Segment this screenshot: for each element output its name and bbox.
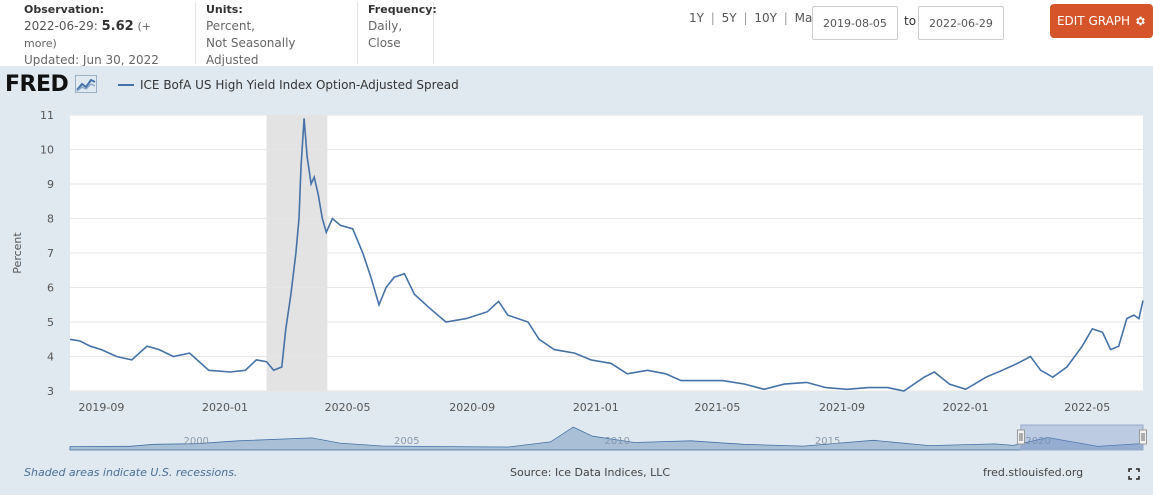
line-chart[interactable]: 3 4 5 6 7 8 9 10 11 Percent 2019-09 2020-01 2020-05 2… (0, 100, 1153, 460)
range-selector: 1Y | 5Y | 10Y | Max (689, 11, 819, 25)
range-separator: | (710, 11, 715, 25)
navigator-tick-label: 2000 (183, 436, 208, 447)
y-tick-label: 10 (40, 144, 54, 157)
chart-trend-icon (75, 75, 98, 93)
y-axis-label: Percent (11, 232, 24, 274)
edit-graph-label: EDIT GRAPH (1056, 14, 1131, 28)
navigator-tick-label: 2020 (1025, 436, 1050, 447)
x-tick-label: 2020-01 (202, 401, 248, 414)
y-tick-label: 4 (47, 351, 54, 364)
navigator-tick-label: 2010 (604, 436, 629, 447)
frequency-panel: Frequency: Daily, Close (358, 2, 437, 64)
units-line2: Not Seasonally Adjusted (206, 36, 296, 67)
units-line1: Percent, (206, 19, 255, 33)
units-panel: Units: Percent, Not Seasonally Adjusted (196, 2, 358, 67)
chart-legend: ICE BofA US High Yield Index Option-Adju… (118, 78, 459, 92)
fred-logo: FRED (5, 72, 98, 97)
updated-date: Updated: Jun 30, 2022 (24, 53, 159, 67)
x-tick-label: 2021-01 (573, 401, 619, 414)
fullscreen-icon[interactable] (1128, 468, 1140, 480)
frequency-line2: Close (368, 36, 401, 50)
range-5y[interactable]: 5Y (721, 11, 737, 25)
x-tick-label: 2022-05 (1064, 401, 1110, 414)
end-date-input[interactable] (918, 6, 1004, 40)
header-bar: Observation: 2022-06-29: 5.62 (+ more) U… (0, 0, 1153, 67)
start-date-input[interactable] (812, 6, 898, 40)
source-text: Source: Ice Data Indices, LLC (510, 466, 671, 479)
y-tick-label: 6 (47, 282, 54, 295)
y-tick-label: 7 (47, 247, 54, 260)
navigator-handle[interactable] (1016, 429, 1025, 445)
legend-swatch (118, 84, 134, 86)
units-label: Units: (206, 3, 243, 16)
observation-panel: Observation: 2022-06-29: 5.62 (+ more) U… (14, 2, 196, 67)
edit-graph-button[interactable]: EDIT GRAPH (1050, 4, 1153, 38)
gear-icon (1136, 16, 1145, 26)
x-tick-label: 2020-09 (449, 401, 495, 414)
to-label: to (904, 14, 917, 28)
observation-label: Observation: (24, 3, 105, 16)
frequency-line1: Daily, (368, 19, 403, 33)
y-tick-label: 3 (47, 385, 54, 398)
recession-note: Shaded areas indicate U.S. recessions. (24, 466, 238, 479)
y-tick-label: 5 (47, 316, 54, 329)
observation-date: 2022-06-29: (24, 19, 98, 33)
y-tick-label: 9 (47, 178, 54, 191)
x-tick-label: 2021-05 (694, 401, 740, 414)
navigator-tick-label: 2005 (394, 436, 419, 447)
navigator-tick-label: 2015 (815, 436, 840, 447)
y-tick-label: 8 (47, 213, 54, 226)
more-link[interactable]: (+ more) (24, 20, 152, 50)
x-tick-label: 2021-09 (819, 401, 865, 414)
navigator-selection (1020, 424, 1144, 451)
fred-url[interactable]: fred.stlouisfed.org (983, 466, 1084, 479)
range-separator: | (743, 11, 748, 25)
series-line (69, 118, 1144, 392)
range-10y[interactable]: 10Y (754, 11, 777, 25)
x-tick-label: 2019-09 (78, 401, 124, 414)
navigator-handle[interactable] (1139, 429, 1147, 445)
navigator-series (69, 426, 1144, 451)
frequency-label: Frequency: (368, 3, 437, 16)
legend-label: ICE BofA US High Yield Index Option-Adju… (140, 78, 459, 92)
range-1y[interactable]: 1Y (689, 11, 704, 25)
x-tick-label: 2020-05 (325, 401, 371, 414)
logo-text: FRED (5, 72, 69, 97)
x-tick-label: 2022-01 (943, 401, 989, 414)
observation-value: 5.62 (101, 19, 134, 34)
y-tick-label: 11 (40, 109, 54, 122)
range-separator: | (783, 11, 788, 25)
